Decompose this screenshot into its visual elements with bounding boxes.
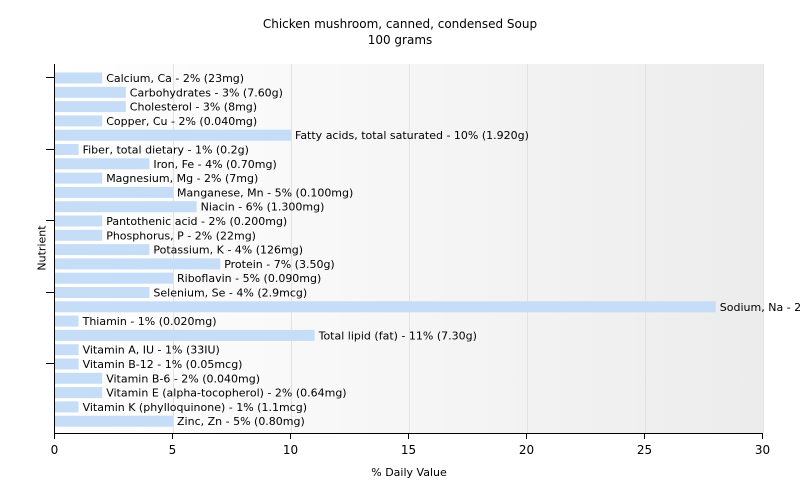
x-axis-title: % Daily Value	[371, 466, 447, 479]
chart-title-text: Chicken mushroom, canned, condensed Soup	[262, 17, 538, 31]
x-tick-label: 20	[519, 443, 534, 457]
chart-title: Chicken mushroom, canned, condensed Soup…	[0, 16, 800, 48]
bar-label: Phosphorus, P - 2% (22mg)	[106, 229, 256, 242]
bar-series: Calcium, Ca - 2% (23mg)Carbohydrates - 3…	[55, 72, 800, 428]
bar	[55, 186, 173, 198]
bar-label: Sodium, Na - 28% (661mg)	[720, 301, 800, 314]
bar-label: Riboflavin - 5% (0.090mg)	[177, 272, 321, 285]
bar	[55, 129, 291, 141]
bar	[55, 287, 150, 298]
bar-label: Zinc, Zn - 5% (0.80mg)	[177, 415, 305, 428]
bar	[55, 315, 79, 327]
bar	[55, 258, 221, 270]
bar-label: Vitamin B-12 - 1% (0.05mcg)	[83, 358, 243, 371]
bar	[55, 201, 197, 213]
x-tick-label: 30	[755, 443, 770, 457]
bar	[55, 172, 103, 184]
bar	[55, 144, 79, 155]
bar	[55, 387, 103, 399]
bar-label: Pantothenic acid - 2% (0.200mg)	[106, 215, 287, 228]
bar	[55, 101, 126, 113]
bar-label: Iron, Fe - 4% (0.70mg)	[153, 158, 276, 171]
bar	[55, 415, 173, 427]
bar	[55, 115, 103, 127]
x-tick-label: 15	[401, 443, 416, 457]
x-tick-label: 25	[637, 443, 652, 457]
bar-label: Potassium, K - 4% (126mg)	[153, 244, 303, 257]
x-tick-label: 5	[169, 443, 177, 457]
bar	[55, 301, 716, 313]
bar	[55, 229, 103, 241]
bar	[55, 358, 79, 370]
bar-label: Cholesterol - 3% (8mg)	[130, 101, 257, 114]
y-axis-title: Nutrient	[35, 225, 49, 271]
bar-label: Protein - 7% (3.50g)	[224, 258, 335, 271]
bar	[55, 244, 150, 256]
x-tick-label: 10	[283, 443, 298, 457]
chart-subtitle: 100 grams	[367, 33, 433, 47]
bar	[55, 158, 150, 170]
bar	[55, 272, 173, 284]
bar	[55, 329, 315, 341]
axes: 0 5 10 15 20 25 30	[46, 64, 770, 457]
bar-label: Niacin - 6% (1.300mg)	[201, 201, 325, 214]
bar-label: Vitamin K (phylloquinone) - 1% (1.1mcg)	[83, 401, 307, 414]
bar	[55, 72, 103, 84]
bar	[55, 215, 103, 227]
bar-label: Calcium, Ca - 2% (23mg)	[106, 72, 244, 85]
bar-label: Vitamin A, IU - 1% (33IU)	[83, 344, 220, 357]
bar-label: Fatty acids, total saturated - 10% (1.92…	[295, 129, 529, 142]
bar-label: Total lipid (fat) - 11% (7.30g)	[318, 329, 477, 342]
bar-label: Manganese, Mn - 5% (0.100mg)	[177, 186, 353, 199]
bar	[55, 401, 79, 413]
grid-lines	[173, 64, 764, 433]
bar-label: Vitamin B-6 - 2% (0.040mg)	[106, 372, 260, 385]
bar-label: Magnesium, Mg - 2% (7mg)	[106, 172, 258, 185]
bar-label: Fiber, total dietary - 1% (0.2g)	[83, 144, 249, 157]
bar-label: Thiamin - 1% (0.020mg)	[82, 315, 217, 328]
bar-label: Copper, Cu - 2% (0.040mg)	[106, 115, 257, 128]
bar-label: Carbohydrates - 3% (7.60g)	[130, 86, 283, 99]
bar-label: Selenium, Se - 4% (2.9mcg)	[153, 287, 307, 300]
bar	[55, 344, 79, 356]
bar-label: Vitamin E (alpha-tocopherol) - 2% (0.64m…	[106, 387, 346, 400]
x-tick-label: 0	[51, 443, 59, 457]
bar	[55, 372, 103, 384]
bar	[55, 86, 126, 98]
